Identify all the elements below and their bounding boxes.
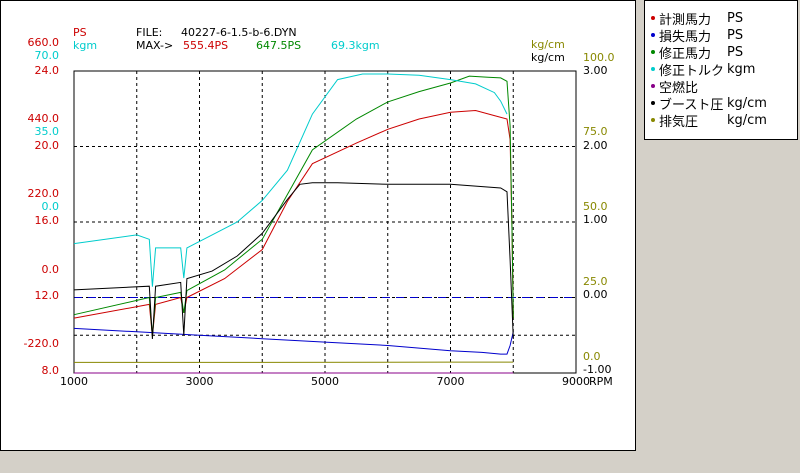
legend-item: 計測馬力 PS [651, 10, 744, 28]
right-unit-1: kg/cm [531, 38, 565, 51]
left-axis-label: 20.0 [35, 139, 60, 152]
series-line-PS [73, 75, 514, 336]
series-line-kgcm [73, 182, 514, 340]
legend-color-dot [651, 118, 655, 122]
right-axis-label: 1.00 [583, 213, 608, 226]
legend-label: 空燃比 [659, 80, 699, 96]
legend-label: 計測馬力 [659, 12, 712, 28]
chart-panel: PS kgm FILE: 40227-6-1.5-b-6.DYN MAX-> 5… [0, 0, 636, 451]
x-tick-label: 9000 [562, 375, 590, 388]
left-axis-label: 24.0 [35, 64, 60, 77]
legend-item: 損失馬力 PS [651, 27, 744, 45]
left-axis-label: 0.0 [42, 263, 60, 276]
series-line-PS [73, 327, 514, 355]
x-tick-label: 5000 [311, 375, 339, 388]
legend-color-dot [651, 33, 655, 37]
x-tick-label: 7000 [437, 375, 465, 388]
left-axis-label: 660.0 [28, 36, 60, 49]
series-lines [73, 73, 514, 374]
legend-unit: PS [727, 44, 744, 60]
ps-label: PS [73, 26, 87, 39]
right-axis-label: 0.00 [583, 288, 608, 301]
file-name: 40227-6-1.5-b-6.DYN [181, 26, 297, 39]
max-torque: 69.3kgm [331, 39, 380, 52]
x-axis-labels: 1000 3000 5000 7000 9000 [60, 375, 590, 388]
legend-label: 排気圧 [659, 114, 699, 130]
right-axis-label: 2.00 [583, 139, 608, 152]
legend-color-dot [651, 101, 655, 105]
left-axis-label: 8.0 [42, 364, 60, 377]
left-axis-label: 0.0 [42, 200, 60, 213]
legend-color-dot [651, 16, 655, 20]
legend-label: 修正馬力 [659, 46, 712, 62]
left-axis-labels: 660.070.024.0440.035.020.0220.00.016.00.… [24, 36, 59, 377]
legend-unit: PS [727, 27, 744, 43]
x-tick-label: 1000 [60, 375, 88, 388]
legend-unit: PS [727, 10, 744, 26]
legend-label: ブースト圧 [659, 97, 724, 113]
right-axis-label: -1.00 [583, 363, 611, 376]
max-measured: 555.4PS [183, 39, 228, 52]
series-line-kgm [73, 73, 508, 287]
max-corrected: 647.5PS [256, 39, 301, 52]
chart-svg: PS kgm FILE: 40227-6-1.5-b-6.DYN MAX-> 5… [24, 26, 615, 388]
x-unit-label: RPM [589, 375, 613, 388]
legend-unit: kg/cm [727, 112, 767, 128]
right-axis-label: 3.00 [583, 64, 608, 77]
left-axis-label: 35.0 [35, 125, 60, 138]
series-line-PS [73, 109, 514, 336]
right-axis-label: 75.0 [583, 125, 608, 138]
legend-unit: kg/cm [727, 95, 767, 111]
left-axis-label: 70.0 [35, 49, 60, 62]
legend-color-dot [651, 84, 655, 88]
right-axis-label: 25.0 [583, 275, 608, 288]
max-label: MAX-> [136, 39, 173, 52]
left-axis-label: -220.0 [24, 337, 59, 350]
legend-color-dot [651, 67, 655, 71]
bottom-strip [0, 455, 800, 473]
legend-label: 修正トルク [659, 63, 725, 79]
legend-item: ブースト圧 kg/cm [651, 95, 767, 113]
legend-panel: 計測馬力 PS 損失馬力 PS 修正馬力 PS 修正トルク kgm 空燃比 ブースト圧 kg/cm 排… [644, 0, 798, 140]
left-axis-label: 220.0 [28, 187, 60, 200]
right-axis-label: 50.0 [583, 200, 608, 213]
legend-unit: kgm [727, 61, 756, 77]
legend-color-dot [651, 50, 655, 54]
legend-item: 修正トルク kgm [651, 61, 756, 79]
right-axis-label: 0.0 [583, 350, 601, 363]
left-axis-label: 440.0 [28, 112, 60, 125]
x-tick-label: 3000 [186, 375, 214, 388]
right-unit-2: kg/cm [531, 51, 565, 64]
legend-label: 損失馬力 [659, 29, 712, 45]
legend-item: 排気圧 kg/cm [651, 112, 767, 130]
left-axis-label: 16.0 [35, 214, 60, 227]
legend-item: 修正馬力 PS [651, 44, 744, 62]
legend-item: 空燃比 [651, 78, 727, 96]
left-axis-label: 12.0 [35, 289, 60, 302]
kgm-label: kgm [73, 39, 97, 52]
right-axis-labels: 100.03.00 75.02.00 50.01.00 25.00.00 0.0-1.0… [583, 51, 615, 376]
file-label: FILE: [136, 26, 162, 39]
chart-grid [74, 71, 576, 373]
right-axis-label: 100.0 [583, 51, 615, 64]
